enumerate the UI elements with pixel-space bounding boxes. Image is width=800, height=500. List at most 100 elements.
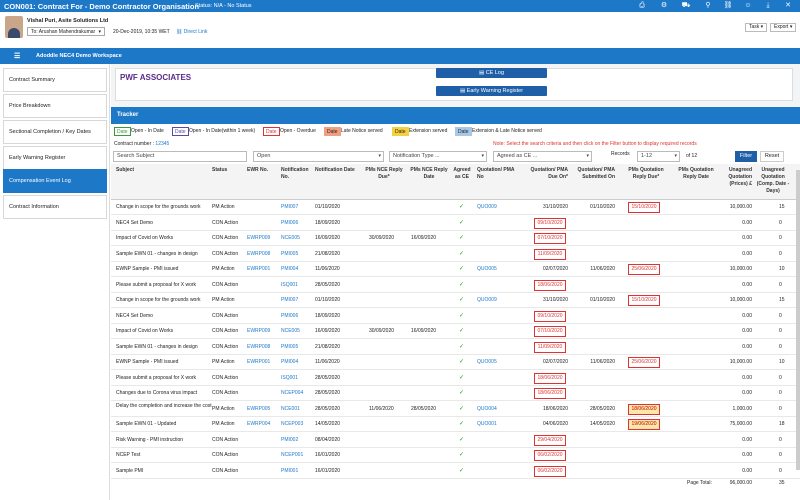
col-nce-date[interactable]: PMs NCE Reply Date — [410, 167, 448, 180]
cell-ewr[interactable]: EWRP009 — [247, 235, 271, 241]
cell-notification-no[interactable]: PMI006 — [281, 312, 299, 319]
page-total-days: 35 — [779, 480, 785, 486]
col-agreed[interactable]: Agreed as CE — [453, 167, 471, 180]
agreed-ce-select[interactable]: Agreed as CE ... ▾ — [493, 151, 592, 162]
recipient-select[interactable]: To: Arushan Mahendrakumar ▾ — [27, 27, 105, 36]
table-row[interactable]: Sample EWN 01 - changes in design CON Act… — [111, 340, 800, 355]
cell-quotation-no[interactable]: QUO001 — [477, 421, 497, 427]
table-row[interactable]: Change in scope for the grounds work PM A… — [111, 200, 800, 215]
table-row[interactable]: Sample PMI CON Action PMI001 16/01/2020 ✓ 06/… — [111, 464, 800, 479]
table-row[interactable]: Sample EWN 01 - changes in design CON Act… — [111, 247, 800, 262]
cell-notification-no[interactable]: PMI006 — [281, 219, 299, 226]
cell-notification-no[interactable]: NCE001 — [281, 405, 300, 412]
sidebar-item-contract-summary[interactable]: Contract Summary — [3, 68, 107, 92]
table-row[interactable]: Impact of Covid on Works CON Action EWRP00… — [111, 231, 800, 246]
cell-notification-no[interactable]: PMI007 — [281, 297, 299, 303]
sidebar-item-compensation-event-log[interactable]: Compensation Event Log — [3, 169, 107, 193]
table-row[interactable]: Risk Warning - PMI instruction CON Action… — [111, 433, 800, 448]
cell-notification-no[interactable]: PMI001 — [281, 467, 299, 474]
check-icon: ✓ — [459, 250, 465, 257]
cell-notification-no[interactable]: NCE005 — [281, 235, 300, 241]
cell-ewr[interactable]: EWRP001 — [247, 266, 271, 272]
cell-quotation-no[interactable]: QUO005 — [477, 266, 497, 272]
cell-quotation-no[interactable]: QUO009 — [477, 297, 497, 303]
cell-quotation-no[interactable]: QUO009 — [477, 204, 497, 210]
col-pm-quotation-date[interactable]: PMs Quotation Reply Date — [678, 167, 714, 180]
table-row[interactable]: Delay the completion and increase the co… — [111, 402, 800, 417]
cell-notification-no[interactable]: PMI002 — [281, 436, 299, 443]
table-row[interactable]: NCEP Test CON Action NCEP001 16/01/2020 ✓ 06/… — [111, 448, 800, 463]
reset-button[interactable]: Reset — [760, 151, 784, 162]
cell-notification-no[interactable]: NCEP001 — [281, 452, 304, 458]
cell-notification-no[interactable]: PMI005 — [281, 250, 299, 257]
col-ewr[interactable]: EWR No. — [247, 167, 269, 173]
cell-ewr[interactable]: EWRP004 — [247, 421, 271, 427]
table-row[interactable]: Please submit a proposal for X work CON A… — [111, 278, 800, 293]
filter-button[interactable]: Filter — [735, 151, 757, 162]
close-icon[interactable]: ✕ — [785, 2, 791, 9]
sidebar-item-sectional-completion[interactable]: Sectional Completion / Key Dates — [3, 120, 107, 144]
cell-ewr[interactable]: EWRP005 — [247, 405, 271, 412]
download-icon[interactable]: ⤓ — [766, 2, 770, 9]
table-row[interactable]: Please submit a proposal for X work CON A… — [111, 371, 800, 386]
legend-late-notice-swatch: Date — [324, 127, 341, 136]
vertical-scrollbar[interactable] — [796, 170, 800, 470]
col-status[interactable]: Status — [212, 167, 228, 173]
col-quotation-due[interactable]: Quotation/ PMA Due On* — [530, 167, 569, 180]
col-pm-quotation-due[interactable]: PMs Quotation Reply Due* — [628, 167, 664, 180]
col-unagreed-price[interactable]: Unagreed Quotation (Prices) £ — [728, 167, 752, 187]
cell-notification-no[interactable]: NCEP003 — [281, 421, 304, 427]
cell-notification-no[interactable]: PMI004 — [281, 359, 299, 365]
early-warning-register-button[interactable]: ▤ Early Warning Register — [436, 86, 547, 96]
export-button[interactable]: Export ▾ — [770, 23, 797, 32]
table-row[interactable]: NEC4 Set Demo CON Action PMI006 18/09/2020 ✓… — [111, 216, 800, 231]
table-row[interactable]: Change in scope for the grounds work PM A… — [111, 293, 800, 308]
car-icon[interactable]: ⛟ — [681, 2, 691, 9]
col-nce-due[interactable]: PMs NCE Reply Due* — [365, 167, 403, 180]
cell-ewr[interactable]: EWRP008 — [247, 343, 271, 350]
notification-type-select[interactable]: Notification Type ... ▾ — [389, 151, 487, 162]
records-select[interactable]: 1-12 ▾ — [637, 151, 680, 162]
col-quotation-submitted[interactable]: Quotation/ PMA Submitted On — [577, 167, 616, 180]
table-row[interactable]: Sample EWN 01 - Updated PM Action EWRP004 N… — [111, 417, 800, 432]
search-input[interactable]: Search Subject — [113, 151, 247, 162]
cell-notification-no[interactable]: ISQ001 — [281, 281, 298, 288]
table-row[interactable]: EWNP Sample - PMI issued PM Action EWRP001… — [111, 355, 800, 370]
cell-notification-no[interactable]: ISQ001 — [281, 374, 298, 381]
cell-notification-no[interactable]: NCEP004 — [281, 390, 304, 396]
ce-log-button[interactable]: ▤ CE Log — [436, 68, 547, 78]
cell-unagreed-price: 0.00 — [742, 235, 752, 241]
col-unagreed-days[interactable]: Unagreed Quotation (Comp. Date - Days) — [756, 167, 790, 194]
table-row[interactable]: NEC4 Set Demo CON Action PMI006 18/09/2020 ✓… — [111, 309, 800, 324]
hamburger-menu-icon[interactable]: ☰ — [14, 53, 21, 60]
col-notification-date[interactable]: Notification Date — [315, 167, 355, 173]
attach-icon[interactable]: ⚲ — [705, 2, 711, 9]
settings-icon[interactable]: ⚙ — [660, 2, 668, 9]
col-notification-no[interactable]: Notification No. — [281, 167, 309, 180]
task-button[interactable]: Task ▾ — [745, 23, 768, 32]
cell-nce-date: 16/09/2020 — [411, 235, 437, 241]
link-icon[interactable]: ⛓ — [723, 2, 733, 9]
table-row[interactable]: Impact of Covid on Works CON Action EWRP00… — [111, 324, 800, 339]
col-subject[interactable]: Subject — [116, 167, 135, 173]
sidebar-item-early-warning-register[interactable]: Early Warning Register — [3, 146, 107, 170]
cell-notification-no[interactable]: PMI005 — [281, 343, 299, 350]
cell-notification-no[interactable]: PMI007 — [281, 204, 299, 210]
print-icon[interactable]: ⎙ — [639, 2, 645, 9]
cell-notification-no[interactable]: NCE005 — [281, 328, 300, 334]
cell-ewr[interactable]: EWRP008 — [247, 250, 271, 257]
sidebar-item-price-breakdown[interactable]: Price Breakdown — [3, 94, 107, 118]
table-row[interactable]: Changes due to Corona virus impact CON Ac… — [111, 386, 800, 401]
cell-quotation-no[interactable]: QUO004 — [477, 405, 497, 412]
col-quotation-no[interactable]: Quotation/ PMA No — [477, 167, 515, 180]
status-select[interactable]: Open ▾ — [253, 151, 384, 162]
cell-ewr[interactable]: EWRP001 — [247, 359, 271, 365]
cell-ewr[interactable]: EWRP009 — [247, 328, 271, 334]
table-row[interactable]: EWNP Sample - PMI issued PM Action EWRP001… — [111, 262, 800, 277]
cell-quotation-no[interactable]: QUO005 — [477, 359, 497, 365]
user-icon[interactable]: ☺ — [744, 2, 752, 9]
direct-link[interactable]: ⛓ Direct Link — [176, 29, 208, 35]
status-text: Status: N/A - No Status — [195, 3, 252, 9]
cell-notification-no[interactable]: PMI004 — [281, 266, 299, 272]
sidebar-item-contract-information[interactable]: Contract Information — [3, 195, 107, 219]
